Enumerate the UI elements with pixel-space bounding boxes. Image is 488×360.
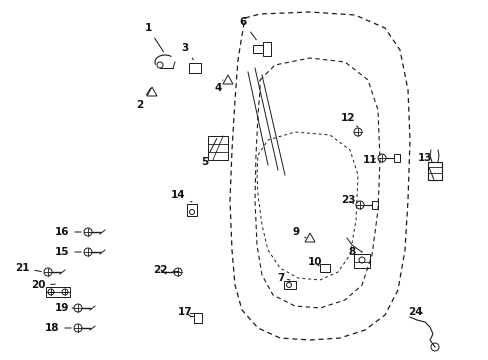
Text: 10: 10 (307, 257, 322, 267)
Text: 3: 3 (181, 43, 193, 60)
Bar (186, 204, 197, 216)
Text: 20: 20 (31, 280, 55, 290)
Bar (252, 45, 263, 53)
Text: 22: 22 (152, 265, 179, 275)
Bar (427, 162, 441, 180)
Bar (194, 313, 202, 323)
Text: 5: 5 (201, 139, 216, 167)
Text: 12: 12 (340, 113, 357, 127)
Text: 8: 8 (347, 247, 361, 257)
Bar (207, 136, 227, 160)
Text: 18: 18 (45, 323, 71, 333)
Text: 9: 9 (292, 227, 305, 238)
Text: 24: 24 (407, 307, 422, 317)
Text: 1: 1 (144, 23, 163, 52)
Text: 23: 23 (340, 195, 354, 205)
Text: 2: 2 (136, 88, 150, 110)
Text: 4: 4 (214, 80, 223, 93)
Bar (353, 254, 369, 268)
Text: 13: 13 (417, 153, 433, 179)
Text: 15: 15 (55, 247, 81, 257)
Bar (284, 281, 295, 289)
Text: 6: 6 (239, 17, 256, 40)
Bar (319, 264, 329, 272)
Text: 16: 16 (55, 227, 81, 237)
Text: 17: 17 (177, 307, 192, 317)
Bar (263, 42, 270, 56)
Text: 14: 14 (170, 190, 192, 202)
Text: 7: 7 (277, 273, 289, 283)
Bar (371, 201, 377, 209)
Bar (189, 63, 201, 73)
Text: 19: 19 (55, 303, 74, 313)
Bar (393, 154, 399, 162)
Text: 21: 21 (15, 263, 41, 273)
Bar (46, 287, 70, 297)
Text: 11: 11 (362, 155, 376, 165)
